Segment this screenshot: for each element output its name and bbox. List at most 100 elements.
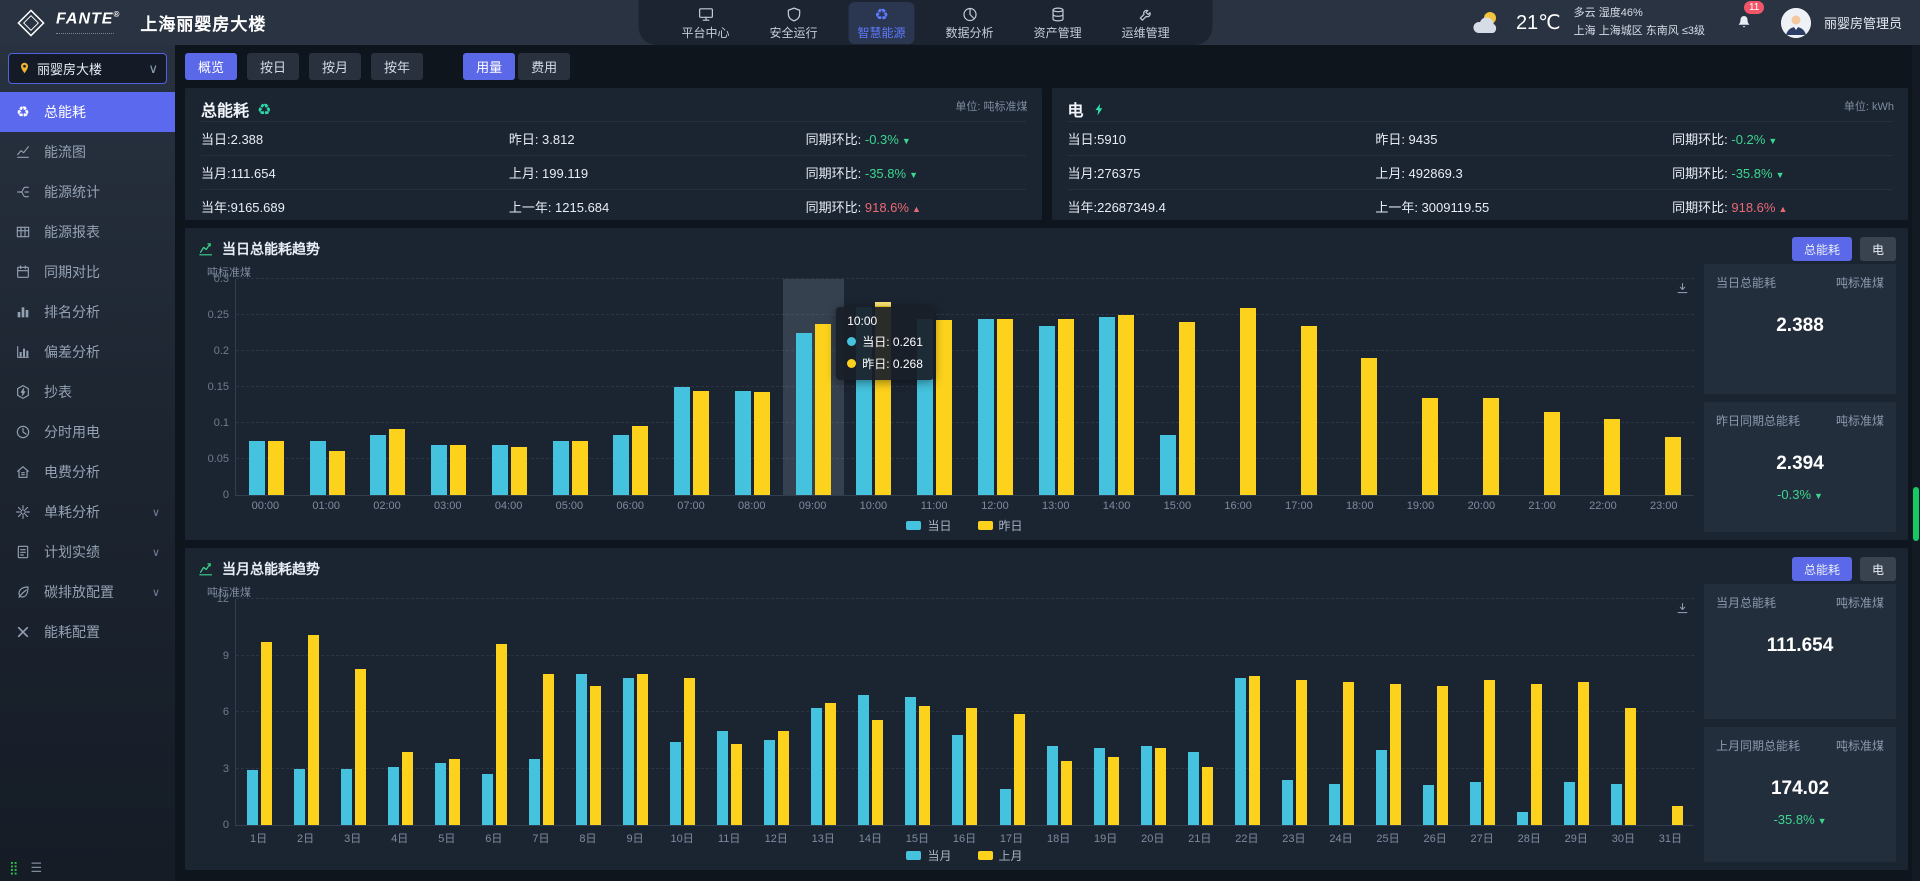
chart-bar-group[interactable] (1573, 279, 1634, 495)
chart-bar-group[interactable] (1633, 279, 1694, 495)
legend-item-上月[interactable]: 上月 (977, 847, 1023, 864)
chart-bar-group[interactable] (358, 279, 419, 495)
nav-item-smart-energy[interactable]: ♻ 智慧能源 (848, 2, 915, 44)
chart-bar-group[interactable] (565, 599, 612, 825)
list-toggle-icon[interactable]: ☰ (30, 860, 43, 875)
bar-上月 (355, 668, 367, 825)
chart-bar-group[interactable] (1412, 599, 1459, 825)
chart-bar-group[interactable] (1036, 599, 1083, 825)
chart-bar-group[interactable] (1600, 599, 1647, 825)
tab-usage[interactable]: 用量 (463, 53, 516, 80)
chart-bar-group[interactable] (424, 599, 471, 825)
sidebar-item-energy-flow[interactable]: 能流图 (0, 132, 175, 172)
chart-bar-group[interactable] (612, 599, 659, 825)
chart-bar-group[interactable] (471, 599, 518, 825)
btn-electricity[interactable]: 电 (1859, 557, 1896, 581)
sidebar-item-total-energy[interactable]: ♻ 总能耗 (0, 92, 175, 132)
sidebar-item-energy-stats[interactable]: 能源统计 (0, 172, 175, 212)
tab-by-month[interactable]: 按月 (309, 53, 362, 80)
nav-item-asset-management[interactable]: 资产管理 (1025, 2, 1091, 44)
sidebar-item-energy-config[interactable]: 能耗配置 (0, 612, 175, 652)
chart-bar-group[interactable] (1390, 279, 1451, 495)
tab-cost[interactable]: 费用 (518, 53, 571, 80)
chart-bar-group[interactable] (894, 599, 941, 825)
chart-bar-group[interactable] (989, 599, 1036, 825)
chart-bar-group[interactable] (1087, 279, 1148, 495)
x-tick-label: 02:00 (373, 500, 401, 512)
chart-bar-group[interactable] (1271, 599, 1318, 825)
grid-toggle-icon[interactable]: ⣿ (9, 860, 19, 876)
chart-bar-group[interactable] (661, 279, 722, 495)
btn-total-energy[interactable]: 总能耗 (1791, 237, 1852, 261)
sidebar-item-ranking-analysis[interactable]: 排名分析 (0, 292, 175, 332)
chart-bar-group[interactable] (1224, 599, 1271, 825)
chart-bar-group[interactable] (1506, 599, 1553, 825)
scrollbar-thumb[interactable] (1913, 487, 1919, 541)
tab-overview[interactable]: 概览 (185, 53, 238, 80)
bar-昨日 (1543, 412, 1560, 495)
chart-bar-group[interactable] (236, 599, 283, 825)
chart-bar-group[interactable] (782, 279, 844, 495)
chart-bar-group[interactable] (1026, 279, 1087, 495)
tab-by-day[interactable]: 按日 (247, 53, 300, 80)
chart-bar-group[interactable] (722, 279, 783, 495)
legend-item-当月[interactable]: 当月 (906, 847, 952, 864)
sidebar-item-unit-analysis[interactable]: 单耗分析 ∨ (0, 492, 175, 532)
chart-bar-group[interactable] (1269, 279, 1330, 495)
chart-bar-group[interactable] (847, 599, 894, 825)
chart-bar-group[interactable] (1512, 279, 1573, 495)
chart-bar-group[interactable] (1365, 599, 1412, 825)
chart-bar-group[interactable] (540, 279, 601, 495)
save-image-button[interactable] (1675, 281, 1690, 299)
nav-item-data-analysis[interactable]: 数据分析 (937, 2, 1003, 44)
legend-item-当日[interactable]: 当日 (906, 517, 952, 534)
notification-bell[interactable]: 11 (1734, 1, 1765, 34)
chart-bar-group[interactable] (1130, 599, 1177, 825)
chart-bar-group[interactable] (800, 599, 847, 825)
sidebar-item-energy-report[interactable]: 能源报表 (0, 212, 175, 252)
btn-electricity[interactable]: 电 (1859, 237, 1896, 261)
chart-bar-group[interactable] (1330, 279, 1391, 495)
chart-bar-group[interactable] (297, 279, 358, 495)
chart-bar-group[interactable] (1451, 279, 1512, 495)
sidebar-item-meter-reading[interactable]: 抄表 (0, 372, 175, 412)
nav-item-ops-management[interactable]: 运维管理 (1113, 2, 1179, 44)
chart-bar-group[interactable] (1318, 599, 1365, 825)
sidebar-item-carbon-config[interactable]: 碳排放配置 ∨ (0, 572, 175, 612)
chart-bar-group[interactable] (753, 599, 800, 825)
chart-bar-group[interactable] (330, 599, 377, 825)
y-tick-label: 0.2 (213, 345, 229, 358)
sidebar-item-deviation-analysis[interactable]: 偏差分析 (0, 332, 175, 372)
chart-bar-group[interactable] (518, 599, 565, 825)
nav-item-safe-operation[interactable]: 安全运行 (761, 2, 827, 44)
avatar[interactable] (1780, 7, 1811, 38)
save-image-button[interactable] (1675, 601, 1690, 619)
legend-item-昨日[interactable]: 昨日 (977, 517, 1023, 534)
chart-bar-group[interactable] (1647, 599, 1694, 825)
sidebar-item-period-compare[interactable]: 同期对比 (0, 252, 175, 292)
chart-bar-group[interactable] (706, 599, 753, 825)
nav-item-platform-center[interactable]: 平台中心 (673, 2, 739, 44)
sidebar-item-tou-power[interactable]: 分时用电 (0, 412, 175, 452)
chart-bar-group[interactable] (659, 599, 706, 825)
site-selector[interactable]: 丽婴房大楼 ∨ (8, 53, 167, 84)
chart-bar-group[interactable] (283, 599, 330, 825)
btn-total-energy[interactable]: 总能耗 (1791, 557, 1852, 581)
chart-bar-group[interactable] (965, 279, 1026, 495)
sidebar-item-cost-analysis[interactable]: 电费分析 (0, 452, 175, 492)
chart-bar-group[interactable] (601, 279, 662, 495)
chart-bar-group[interactable] (1553, 599, 1600, 825)
chart-bar-group[interactable] (941, 599, 988, 825)
chart-bar-group[interactable] (1177, 599, 1224, 825)
chart-bar-group[interactable] (1459, 599, 1506, 825)
chart-bar-group[interactable] (1208, 279, 1269, 495)
sidebar-item-plan-actual[interactable]: 计划实绩 ∨ (0, 532, 175, 572)
chart-bar-group[interactable] (418, 279, 479, 495)
bar-上月 (731, 744, 743, 825)
chart-bar-group[interactable] (1083, 599, 1130, 825)
tab-by-year[interactable]: 按年 (371, 53, 424, 80)
chart-bar-group[interactable] (236, 279, 297, 495)
chart-bar-group[interactable] (479, 279, 540, 495)
chart-bar-group[interactable] (1147, 279, 1208, 495)
chart-bar-group[interactable] (377, 599, 424, 825)
